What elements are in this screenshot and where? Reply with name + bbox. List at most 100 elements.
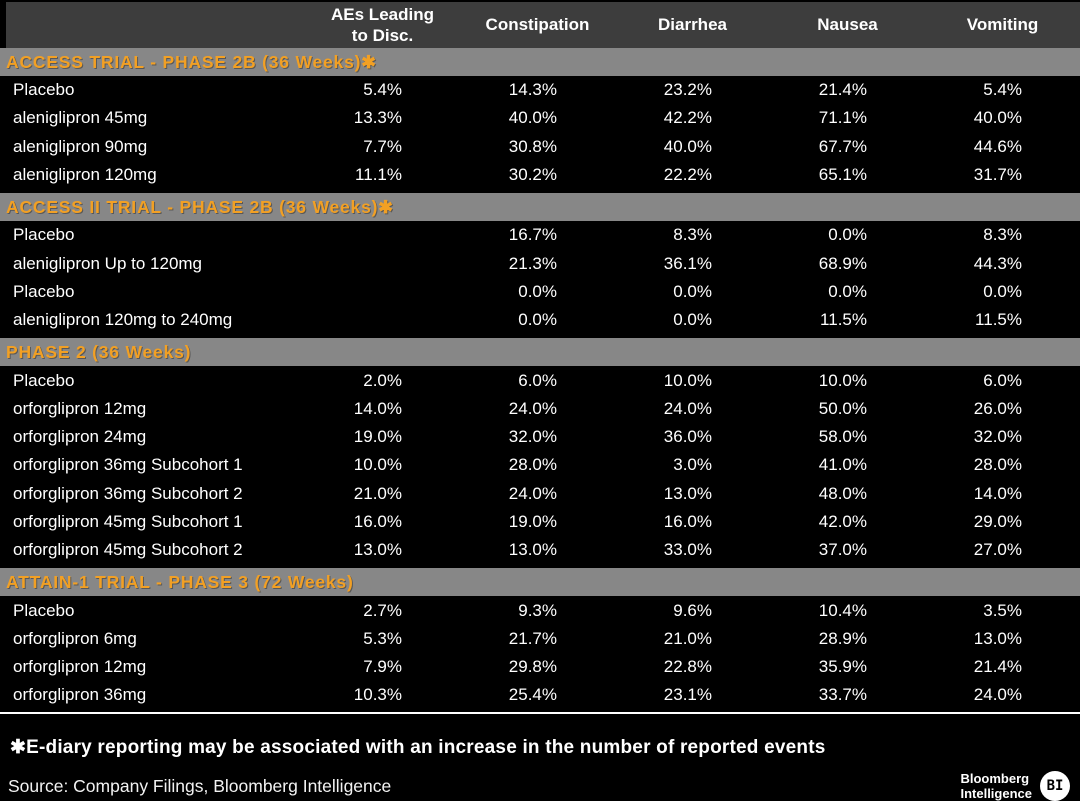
table-row: aleniglipron 120mg to 240mg 0.0% 0.0% 11.5%… xyxy=(0,306,1080,335)
cell-value: 65.1% xyxy=(818,165,867,185)
row-label: orforglipron 45mg Subcohort 1 xyxy=(13,512,243,531)
table-section: ATTAIN-1 TRIAL - PHASE 3 (72 Weeks) Place… xyxy=(0,568,1080,710)
cell-value: 5.4% xyxy=(363,80,402,100)
cell-value: 16.7% xyxy=(508,225,557,245)
cell-value: 40.0% xyxy=(973,108,1022,128)
cell-value: 29.0% xyxy=(973,512,1022,531)
bi-badge-icon: BI xyxy=(1040,771,1070,801)
row-label: orforglipron 36mg Subcohort 1 xyxy=(13,455,243,475)
cell-value: 16.0% xyxy=(663,512,712,531)
cell-value: 24.0% xyxy=(508,483,557,503)
cell-value: 5.4% xyxy=(983,80,1022,100)
table-row: orforglipron 45mg Subcohort 1 16.0% 19.0% 1… xyxy=(0,507,1080,537)
footer-row: Source: Company Filings, Bloomberg Intel… xyxy=(0,759,1080,801)
section-header-bar: ACCESS TRIAL - PHASE 2B (36 Weeks)✱ xyxy=(0,48,1080,76)
cell-value: 28.9% xyxy=(818,628,867,648)
column-header-diarrhea: Diarrhea xyxy=(615,14,770,35)
cell-value: 33.7% xyxy=(818,685,867,705)
cell-value: 23.1% xyxy=(663,685,712,705)
cell-value: 41.0% xyxy=(818,455,867,475)
column-header-nausea: Nausea xyxy=(770,14,925,35)
cell-value: 19.0% xyxy=(508,512,557,531)
cell-value: 27.0% xyxy=(973,540,1022,560)
column-header-label: Diarrhea xyxy=(658,15,727,35)
table-row: aleniglipron 120mg 11.1% 30.2% 22.2% 65.1% 31… xyxy=(0,160,1080,190)
table-row: aleniglipron Up to 120mg 21.3% 36.1% 68.9% 4… xyxy=(0,249,1080,278)
cell-value: 10.3% xyxy=(353,685,402,705)
cell-value: 30.8% xyxy=(508,136,557,156)
cell-value: 36.1% xyxy=(663,253,712,273)
cell-value: 24.0% xyxy=(973,685,1022,705)
cell-value: 2.0% xyxy=(363,370,402,390)
table-row: Placebo 2.0% 6.0% 10.0% 10.0% 6.0% xyxy=(0,366,1080,395)
cell-value: 0.0% xyxy=(673,310,712,330)
row-label: orforglipron 12mg xyxy=(13,398,147,418)
table-section: PHASE 2 (36 Weeks) Placebo 2.0% 6.0% 10.0% 10… xyxy=(0,338,1080,565)
table-row: Placebo 0.0% 0.0% 0.0% 0.0% xyxy=(0,277,1080,307)
cell-value: 2.7% xyxy=(363,600,402,620)
row-label: Placebo xyxy=(13,80,75,100)
cell-value: 14.0% xyxy=(353,398,402,418)
column-header-label: AEs Leading to Disc. xyxy=(331,4,434,45)
table-row: orforglipron 45mg Subcohort 2 13.0% 13.0% 3… xyxy=(0,536,1080,565)
cell-value: 42.2% xyxy=(663,108,712,128)
bloomberg-intelligence-logo: Bloomberg Intelligence BI xyxy=(960,771,1070,801)
cell-value: 42.0% xyxy=(818,512,867,531)
cell-value: 36.0% xyxy=(663,427,712,447)
row-label: aleniglipron Up to 120mg xyxy=(13,253,203,273)
cell-value: 14.0% xyxy=(973,483,1022,503)
cell-value: 26.0% xyxy=(973,398,1022,418)
table-row: aleniglipron 45mg 13.3% 40.0% 42.2% 71.1% 40.… xyxy=(0,104,1080,133)
cell-value: 13.0% xyxy=(663,483,712,503)
cell-value: 30.2% xyxy=(508,165,557,185)
row-label: aleniglipron 120mg to 240mg xyxy=(13,310,233,330)
cell-value: 19.0% xyxy=(353,427,402,447)
cell-value: 9.3% xyxy=(518,600,557,620)
cell-value: 32.0% xyxy=(508,427,557,447)
row-label: Placebo xyxy=(13,600,75,620)
cell-value: 5.3% xyxy=(363,628,402,648)
cell-value: 8.3% xyxy=(983,225,1022,245)
cell-value: 9.6% xyxy=(673,600,712,620)
cell-value: 21.0% xyxy=(663,628,712,648)
table-row: orforglipron 24mg 19.0% 32.0% 36.0% 58.0% 32.… xyxy=(0,422,1080,452)
cell-value: 0.0% xyxy=(673,281,712,301)
cell-value: 0.0% xyxy=(828,281,867,301)
table-row: Placebo 16.7% 8.3% 0.0% 8.3% xyxy=(0,221,1080,250)
table-row: orforglipron 12mg 14.0% 24.0% 24.0% 50.0% 26.… xyxy=(0,394,1080,423)
table-row: orforglipron 6mg 5.3% 21.7% 21.0% 28.9% 13.0% xyxy=(0,624,1080,654)
cell-value: 6.0% xyxy=(518,370,557,390)
cell-value: 13.0% xyxy=(973,628,1022,648)
cell-value: 48.0% xyxy=(818,483,867,503)
row-label: aleniglipron 45mg xyxy=(13,108,148,128)
cell-value: 11.5% xyxy=(975,310,1022,330)
row-label: orforglipron 6mg xyxy=(13,628,137,648)
cell-value: 14.3% xyxy=(508,80,557,100)
cell-value: 21.4% xyxy=(973,657,1022,677)
cell-value: 24.0% xyxy=(663,398,712,418)
cell-value: 35.9% xyxy=(818,657,867,677)
cell-value: 8.3% xyxy=(673,225,712,245)
cell-value: 16.0% xyxy=(353,512,402,531)
cell-value: 21.0% xyxy=(353,483,402,503)
cell-value: 40.0% xyxy=(663,136,712,156)
table-body: ACCESS TRIAL - PHASE 2B (36 Weeks)✱ Place… xyxy=(0,48,1080,710)
table-row: orforglipron 36mg 10.3% 25.4% 23.1% 33.7% 24.… xyxy=(0,681,1080,710)
cell-value: 33.0% xyxy=(663,540,712,560)
cell-value: 21.4% xyxy=(818,80,867,100)
row-label: Placebo xyxy=(13,281,75,301)
cell-value: 50.0% xyxy=(818,398,867,418)
cell-value: 25.4% xyxy=(508,685,557,705)
row-label: Placebo xyxy=(13,225,75,245)
cell-value: 28.0% xyxy=(973,455,1022,475)
section-header-bar: ACCESS II TRIAL - PHASE 2B (36 Weeks)✱ xyxy=(0,193,1080,222)
cell-value: 10.0% xyxy=(663,370,712,390)
cell-value: 44.3% xyxy=(973,253,1022,273)
logo-wordmark: Bloomberg Intelligence xyxy=(960,771,1032,801)
cell-value: 58.0% xyxy=(818,427,867,447)
column-header-constipation: Constipation xyxy=(460,14,615,35)
cell-value: 44.6% xyxy=(973,136,1022,156)
cell-value: 0.0% xyxy=(828,225,867,245)
cell-value: 22.2% xyxy=(663,165,712,185)
